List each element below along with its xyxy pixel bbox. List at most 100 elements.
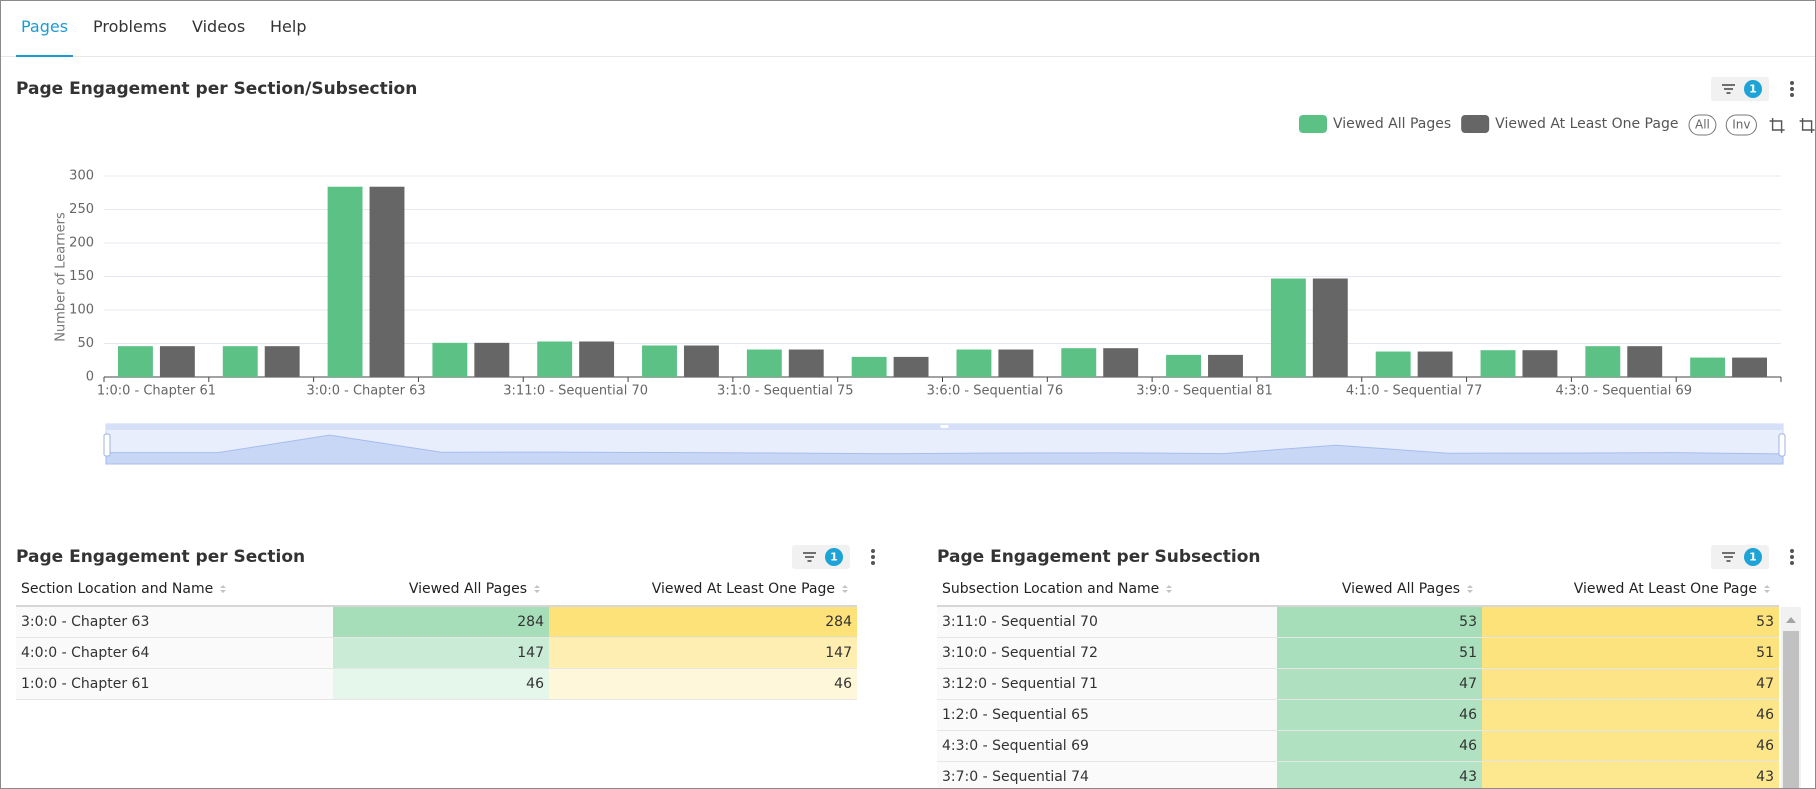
table-cell: 3:12:0 - Sequential 71 <box>937 669 1277 699</box>
bar <box>1313 279 1348 377</box>
x-tick-label: 1:0:0 - Chapter 61 <box>97 384 216 399</box>
table-cell: 3:0:0 - Chapter 63 <box>16 607 333 637</box>
table-cell: 46 <box>1277 700 1482 730</box>
table-cell: 147 <box>333 638 549 668</box>
sort-icon[interactable] <box>217 583 229 595</box>
bar <box>328 187 363 377</box>
bar <box>1481 350 1516 377</box>
scrollbar-arrow[interactable] <box>1786 617 1796 623</box>
legend-label[interactable]: Viewed At Least One Page <box>1495 116 1678 132</box>
tab[interactable]: Videos <box>187 15 250 55</box>
legend-button-label[interactable]: Inv <box>1732 118 1750 132</box>
legend-button-label[interactable]: All <box>1695 118 1710 132</box>
bar <box>370 187 405 377</box>
bar <box>1732 358 1767 377</box>
column-header[interactable]: Viewed All Pages <box>333 581 549 597</box>
bar <box>265 346 300 377</box>
bar <box>160 346 195 377</box>
x-tick-label: 3:6:0 - Sequential 76 <box>927 384 1063 399</box>
table-row: 3:12:0 - Sequential 714747 <box>937 669 1779 700</box>
crop-icon[interactable] <box>1770 118 1785 133</box>
table-cell: 46 <box>1482 700 1779 730</box>
y-axis-label: Number of Learners <box>54 212 69 342</box>
column-header[interactable]: Viewed At Least One Page <box>1482 581 1779 597</box>
zoom-handle[interactable] <box>1779 434 1785 456</box>
bar <box>537 341 572 377</box>
column-header-text: Viewed At Least One Page <box>1574 581 1757 597</box>
table-cell: 46 <box>1277 731 1482 761</box>
bar <box>1585 346 1620 377</box>
column-header-text: Section Location and Name <box>21 581 213 597</box>
filter-count: 1 <box>830 551 838 564</box>
bar <box>747 350 782 377</box>
table-row: 4:0:0 - Chapter 64147147 <box>16 638 857 669</box>
sort-icon[interactable] <box>1464 583 1476 595</box>
x-tick-label: 4:3:0 - Sequential 69 <box>1556 384 1692 399</box>
menu-button[interactable] <box>866 545 880 569</box>
tab[interactable]: Help <box>265 15 311 55</box>
table-cell: 3:11:0 - Sequential 70 <box>937 607 1277 637</box>
sort-arrows <box>534 585 540 593</box>
y-tick-label: 100 <box>69 303 94 318</box>
x-tick-label: 3:11:0 - Sequential 70 <box>503 384 648 399</box>
scrollbar-thumb[interactable] <box>1783 631 1799 789</box>
y-tick-label: 250 <box>69 202 94 217</box>
column-header[interactable]: Section Location and Name <box>16 581 333 597</box>
table-cell: 51 <box>1277 638 1482 668</box>
bar <box>432 343 467 377</box>
zoom-handle[interactable] <box>104 434 110 456</box>
column-header[interactable]: Viewed All Pages <box>1277 581 1482 597</box>
bar <box>789 350 824 377</box>
tab[interactable]: Pages <box>16 15 73 57</box>
table-row: 3:11:0 - Sequential 705353 <box>937 607 1779 638</box>
table-header: Subsection Location and Name Viewed All P… <box>937 573 1779 607</box>
sort-icon[interactable] <box>1163 583 1175 595</box>
table-cell: 46 <box>1482 731 1779 761</box>
bar <box>894 357 929 377</box>
bar <box>1627 346 1662 377</box>
sort-arrows <box>1764 585 1770 593</box>
filter-count: 1 <box>1749 83 1757 96</box>
table-cell: 4:0:0 - Chapter 64 <box>16 638 333 668</box>
bar <box>223 346 258 377</box>
y-tick-label: 0 <box>86 370 94 385</box>
table-cell: 284 <box>549 607 857 637</box>
bar <box>684 346 719 377</box>
sort-arrows <box>1166 585 1172 593</box>
table-cell: 147 <box>549 638 857 668</box>
column-header-text: Viewed All Pages <box>1342 581 1460 597</box>
sort-icon[interactable] <box>531 583 543 595</box>
table-cell: 4:3:0 - Sequential 69 <box>937 731 1277 761</box>
table-cell: 3:10:0 - Sequential 72 <box>937 638 1277 668</box>
column-header-text: Viewed At Least One Page <box>652 581 835 597</box>
table-row: 3:0:0 - Chapter 63284284 <box>16 607 857 638</box>
table-row: 1:0:0 - Chapter 614646 <box>16 669 857 700</box>
bar <box>1376 352 1411 377</box>
table-title: Page Engagement per Section <box>16 547 305 567</box>
table-row: 3:10:0 - Sequential 725151 <box>937 638 1779 669</box>
sort-icon[interactable] <box>1761 583 1773 595</box>
bar <box>1208 355 1243 377</box>
column-header[interactable]: Viewed At Least One Page <box>549 581 857 597</box>
restore-icon[interactable] <box>1800 118 1815 133</box>
column-header[interactable]: Subsection Location and Name <box>937 581 1277 597</box>
legend-swatch <box>1461 115 1489 133</box>
sort-arrows <box>220 585 226 593</box>
bar <box>579 341 614 377</box>
x-tick-label: 3:9:0 - Sequential 81 <box>1136 384 1272 399</box>
y-tick-label: 50 <box>77 336 94 351</box>
column-header-text: Viewed All Pages <box>409 581 527 597</box>
tab[interactable]: Problems <box>88 15 172 55</box>
bar <box>852 357 887 377</box>
menu-button[interactable] <box>1785 77 1799 101</box>
sort-icon[interactable] <box>839 583 851 595</box>
legend-label[interactable]: Viewed All Pages <box>1333 116 1451 132</box>
menu-button[interactable] <box>1785 545 1799 569</box>
bar <box>956 350 991 377</box>
bar <box>998 350 1033 377</box>
bar <box>1418 352 1453 377</box>
bar <box>1271 279 1306 377</box>
column-header-text: Subsection Location and Name <box>942 581 1159 597</box>
sort-arrows <box>842 585 848 593</box>
x-tick-label: 3:1:0 - Sequential 75 <box>717 384 853 399</box>
